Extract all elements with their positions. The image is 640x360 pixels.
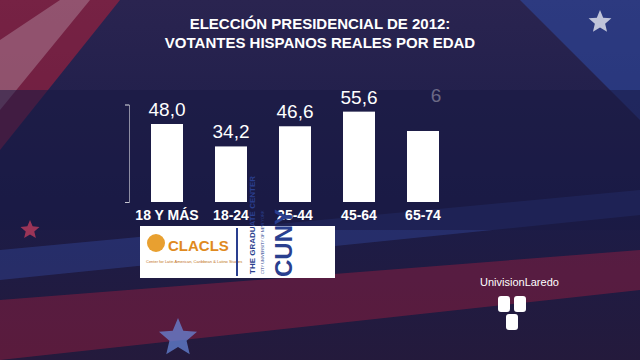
divider xyxy=(236,228,238,276)
y-tick-mark xyxy=(125,105,129,106)
data-label: 46,6 xyxy=(277,101,314,122)
clacls-globe xyxy=(147,234,165,252)
bar xyxy=(407,131,439,202)
logo-strip xyxy=(140,226,335,278)
x-tick-label: 18 Y MÁS xyxy=(135,207,198,223)
y-tick xyxy=(125,105,129,106)
y-axis xyxy=(125,105,130,203)
mark-part xyxy=(506,314,518,330)
cuny-name: CITY UNIVERSITY OF NEW YORK xyxy=(260,210,265,274)
y-axis-line xyxy=(125,105,130,203)
x-tick-label: 18-24 xyxy=(213,207,249,223)
x-tick-label: 45-64 xyxy=(341,207,377,223)
bar xyxy=(279,126,311,202)
data-label: 48,0 xyxy=(149,99,186,120)
data-label: 34,2 xyxy=(213,121,250,142)
x-tick: 18 Y MÁS xyxy=(135,202,198,223)
background xyxy=(0,0,640,360)
data-label: 55,6 xyxy=(341,87,378,108)
mark-part xyxy=(498,296,510,312)
title: ELECCIÓN PRESIDENCIAL DE 2012: xyxy=(190,15,451,32)
clacls-name: Center for Latin American, Caribbean & L… xyxy=(146,259,242,264)
watermark: UnivisionLaredo xyxy=(480,276,559,288)
clacls-logo: CLACLS xyxy=(168,237,229,254)
mark-part xyxy=(514,296,526,312)
y-tick xyxy=(125,202,129,203)
x-tick: 45-64 xyxy=(341,202,377,223)
center-name: THE GRADUATE CENTER xyxy=(248,176,257,274)
star xyxy=(159,318,197,354)
chart-svg: ELECCIÓN PRESIDENCIAL DE 2012: VOTANTES H… xyxy=(0,0,640,360)
data-labels: 48,0 34,2 46,6 55,6 xyxy=(149,87,378,143)
univision-mark xyxy=(498,296,526,330)
x-tick: 65-74 xyxy=(405,202,441,223)
annotation: 6 xyxy=(431,85,442,106)
subtitle: VOTANTES HISPANOS REALES POR EDAD xyxy=(165,34,475,51)
bar xyxy=(151,124,183,202)
x-tick-label: 65-74 xyxy=(405,207,441,223)
bars xyxy=(151,112,439,202)
panel xyxy=(0,90,640,230)
bar xyxy=(343,112,375,202)
star xyxy=(20,220,39,238)
cuny-logo: CUNY xyxy=(270,209,297,277)
logos: CLACLS Center for Latin American, Caribbe… xyxy=(140,176,335,278)
decoration xyxy=(0,0,640,360)
star xyxy=(589,10,612,32)
x-tick: 18-24 xyxy=(213,202,249,223)
y-tick-mark xyxy=(125,202,129,203)
bar xyxy=(215,146,247,202)
